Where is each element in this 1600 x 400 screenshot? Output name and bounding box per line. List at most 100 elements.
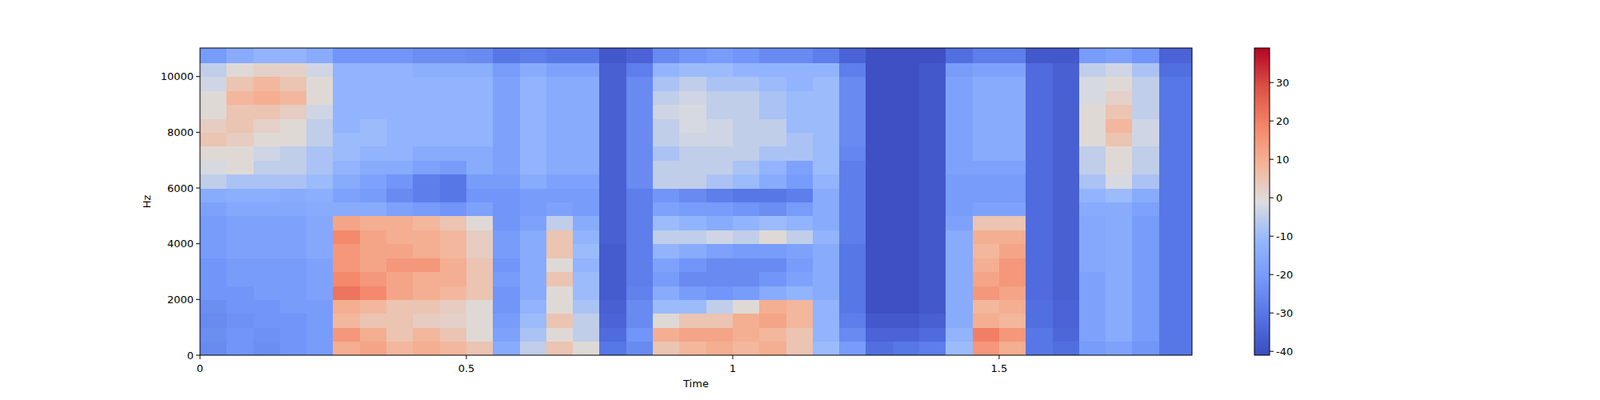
cell <box>626 327 654 342</box>
cell <box>786 285 814 300</box>
cell <box>759 257 787 272</box>
cell <box>1159 188 1192 203</box>
cell <box>945 229 973 244</box>
cell <box>440 90 468 105</box>
cell <box>572 327 600 342</box>
x-tick-label: 1.5 <box>991 362 1008 375</box>
cell <box>332 201 360 216</box>
cell <box>332 90 360 105</box>
cell <box>919 244 947 259</box>
cell <box>919 272 947 287</box>
cell <box>945 216 973 231</box>
y-tick-label: 6000 <box>167 182 194 195</box>
y-tick-label: 10000 <box>160 70 194 83</box>
cell <box>200 48 228 64</box>
cell <box>306 216 334 231</box>
cell <box>626 174 654 189</box>
cell <box>892 216 920 231</box>
cell <box>972 201 1000 216</box>
cell <box>599 216 627 231</box>
cell <box>706 188 734 203</box>
cell <box>412 244 440 259</box>
cell <box>652 313 680 328</box>
cell <box>919 216 947 231</box>
cell <box>786 174 814 189</box>
colorbar-tick-label: 0 <box>1276 192 1283 204</box>
cell <box>200 313 228 328</box>
cell <box>200 118 228 133</box>
cell <box>360 299 388 314</box>
cell <box>759 160 787 175</box>
cell <box>839 160 867 175</box>
cell <box>360 62 388 77</box>
cell <box>865 48 893 64</box>
cell <box>945 272 973 287</box>
cell <box>1132 188 1160 203</box>
cell <box>253 285 281 300</box>
cell <box>759 90 787 105</box>
cell <box>466 76 494 92</box>
cell <box>945 313 973 328</box>
cell <box>626 257 654 272</box>
cell <box>492 48 520 64</box>
cell <box>1025 327 1053 342</box>
cell <box>1132 146 1160 161</box>
cell <box>839 62 867 77</box>
cell <box>1025 313 1053 328</box>
cell <box>626 201 654 216</box>
cell <box>440 118 468 133</box>
cell <box>492 313 520 328</box>
cell <box>332 48 360 64</box>
cell <box>706 299 734 314</box>
cell <box>945 341 973 356</box>
cell <box>732 146 760 161</box>
cell <box>253 229 281 244</box>
cell <box>892 174 920 189</box>
cell <box>360 146 388 161</box>
cell <box>1159 76 1192 92</box>
cell <box>865 327 893 342</box>
colorbar <box>1254 48 1270 356</box>
cell <box>892 257 920 272</box>
cell <box>999 90 1027 105</box>
cell <box>839 90 867 105</box>
cell <box>626 229 654 244</box>
cell <box>520 90 548 105</box>
cell <box>839 341 867 356</box>
cell <box>306 90 334 105</box>
cell <box>999 341 1027 356</box>
cell <box>253 327 281 342</box>
cell <box>759 244 787 259</box>
cell <box>572 272 600 287</box>
cell <box>1159 118 1192 133</box>
cell <box>626 132 654 147</box>
colorbar-tick <box>1269 197 1274 199</box>
cell <box>280 48 308 64</box>
cell <box>280 216 308 231</box>
cell <box>786 118 814 133</box>
cell <box>200 244 228 259</box>
cell <box>759 285 787 300</box>
cell <box>253 341 281 356</box>
x-tick <box>998 355 1000 360</box>
colorbar-tick <box>1269 274 1274 276</box>
cell <box>865 299 893 314</box>
cell <box>360 341 388 356</box>
cell <box>919 201 947 216</box>
cell <box>226 76 254 92</box>
cell <box>280 132 308 147</box>
cell <box>1159 341 1192 356</box>
cell <box>652 90 680 105</box>
cell <box>572 216 600 231</box>
cell <box>1079 257 1107 272</box>
cell <box>1105 257 1133 272</box>
cell <box>253 272 281 287</box>
cell <box>599 257 627 272</box>
cell <box>386 118 414 133</box>
cell <box>306 160 334 175</box>
cell <box>412 229 440 244</box>
cell <box>200 62 228 77</box>
cell <box>1132 285 1160 300</box>
cell <box>999 188 1027 203</box>
cell <box>812 48 840 64</box>
